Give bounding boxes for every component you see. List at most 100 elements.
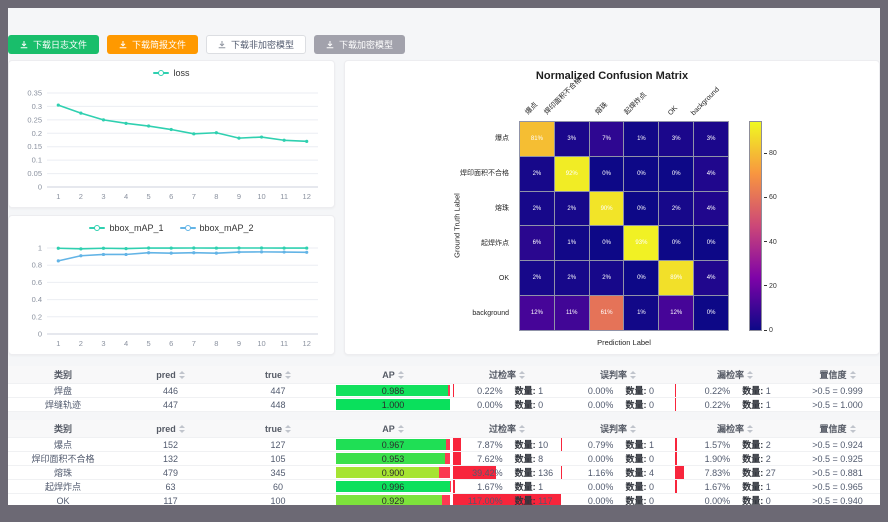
sort-icon[interactable] [630,424,636,433]
matrix-cell: 1% [624,122,659,156]
sort-icon[interactable] [397,424,404,433]
pred-cell: 479 [162,467,179,478]
svg-text:1: 1 [56,339,60,348]
true-cell: 447 [270,385,286,396]
svg-text:11: 11 [280,192,288,201]
column-header-ap[interactable]: AP [333,366,453,383]
matrix-cell: 0% [624,261,659,296]
colorbar-tick-label: 60 [764,194,777,201]
matrix-cell: 0% [694,296,728,330]
mis-rate-cell: 0.00% 数量: 0 [587,495,654,506]
sort-icon[interactable] [178,424,185,433]
map-line-chart: 00.20.40.60.811 2 3 4 5 6 7 8 9 10 11 12 [32,244,318,348]
pred-cell: 132 [162,453,179,464]
matrix-cell: 0% [659,226,694,261]
colorbar-tick-label: 80 [764,150,777,157]
table-row: OK 117 100 0.929 117.00% 数量: 117 0.00% 数量: 0 0.0… [8,494,880,505]
svg-text:6: 6 [169,339,173,348]
svg-text:5: 5 [147,192,151,201]
column-header-true[interactable]: true [223,366,333,383]
svg-text:0: 0 [38,330,42,339]
column-header-over_rate[interactable]: 过检率 [453,366,561,383]
left-chart-column: loss 0 0.05 0.1 0.15 0.2 0.25 0.3 0.35 1 2 3 4 5 6 7 8 9… [8,60,335,355]
pred-cell: 63 [165,481,176,492]
download-encrypted-model-button[interactable]: 下载加密模型 [314,35,406,54]
button-label: 下载简报文件 [132,40,187,50]
pred-cell: 152 [162,439,179,450]
column-header-pred[interactable]: pred [118,366,223,383]
over-rate-cell: 117.00% 数量: 117 [453,494,561,505]
column-header-confidence[interactable]: 置信度 [795,366,880,383]
true-cell: 448 [270,399,286,410]
ap-bar-cell: 0.900 [333,466,453,479]
category-cell: 熔珠 [53,468,72,478]
colorbar-ticks: 0 20 40 60 80 [764,121,794,334]
column-header-mis_rate[interactable]: 误判率 [561,366,675,383]
miss-rate-cell: 1.90% 数量: 2 [675,452,795,465]
sort-icon[interactable] [849,424,856,433]
sort-icon[interactable] [519,370,525,379]
sort-icon[interactable] [630,370,636,379]
svg-text:5: 5 [147,339,151,348]
loss-chart-legend: loss [9,68,334,78]
column-header-mis_rate[interactable]: 误判率 [561,420,675,437]
sort-icon[interactable] [747,424,753,433]
table-row: 起焊炸点 63 60 0.996 1.67% 数量: 1 0.00% 数量: 0 1.67% 数量… [8,480,880,494]
pred-cell: 117 [163,495,178,506]
matrix-cell: 4% [694,261,728,296]
sort-icon[interactable] [285,370,291,379]
matrix-cell: 61% [589,296,624,330]
column-header-pred[interactable]: pred [118,420,223,437]
legend-item-loss[interactable]: loss [153,68,190,78]
sort-icon[interactable] [285,424,291,433]
column-header-miss_rate[interactable]: 漏检率 [675,420,795,437]
dashboard-content: 下载日志文件 下载简报文件 下载非加密模型 下载加密模型 [8,8,880,505]
svg-text:9: 9 [237,339,241,348]
legend-item-bbox_mAP_1[interactable]: bbox_mAP_1 [89,223,164,233]
svg-text:7: 7 [192,339,196,348]
matrix-cell: 0% [659,156,694,191]
sort-icon[interactable] [747,370,753,379]
sort-icon[interactable] [178,370,185,379]
matrix-cell: 3% [554,122,589,156]
confusion-matrix-title: Normalized Confusion Matrix [535,70,689,82]
miss-rate-cell: 0.00% 数量: 0 [704,495,771,506]
category-cell: 焊盘 [53,386,72,396]
column-header-confidence[interactable]: 置信度 [795,420,880,437]
sort-icon[interactable] [397,370,404,379]
svg-text:3: 3 [101,339,105,348]
column-header-true[interactable]: true [223,420,333,437]
category-cell: OK [56,495,70,506]
download-report-button[interactable]: 下载简报文件 [107,35,199,54]
matrix-cell: 0% [589,226,624,261]
mis-rate-cell: 1.16% 数量: 4 [561,466,675,479]
button-label: 下载非加密模型 [231,40,295,50]
download-log-button[interactable]: 下载日志文件 [8,35,100,54]
download-plain-model-button[interactable]: 下载非加密模型 [206,35,307,54]
svg-text:0.05: 0.05 [27,169,42,178]
confidence-cell: >0.5 = 0.940 [812,495,863,506]
mis-rate-cell: 0.00% 数量: 0 [587,481,654,493]
matrix-cell: 6% [520,226,554,261]
mis-rate-cell: 0.00% 数量: 0 [587,385,654,397]
sort-icon[interactable] [849,370,856,379]
download-icon [20,40,28,49]
miss-rate-cell: 1.67% 数量: 1 [675,480,795,493]
legend-item-bbox_mAP_2[interactable]: bbox_mAP_2 [179,223,254,233]
legend-label: bbox_mAP_2 [199,223,254,233]
column-header-ap[interactable]: AP [333,420,453,437]
confusion-matrix-heatmap: 81% 3% 7% 1% 3% 3% 2% 92% 0% 0% 0% 4% 2% 2% 90% 0% 2% 4% 6… [519,121,729,331]
legend-label: loss [173,68,190,78]
matrix-cell: 2% [554,191,589,226]
confidence-cell: >0.5 = 0.925 [812,453,863,464]
sort-icon[interactable] [519,424,525,433]
svg-text:1: 1 [56,192,60,201]
column-header-miss_rate[interactable]: 漏检率 [675,366,795,383]
matrix-cell: 0% [589,156,624,191]
mis-rate-cell: 0.79% 数量: 1 [561,438,654,451]
matrix-cell: 2% [554,261,589,296]
column-header-over_rate[interactable]: 过检率 [453,420,561,437]
table-header-row: 类别 pred true AP 过检率 误判率 漏检率 置信度 [8,420,880,438]
svg-text:0.25: 0.25 [27,115,42,124]
pred-cell: 447 [162,399,179,410]
